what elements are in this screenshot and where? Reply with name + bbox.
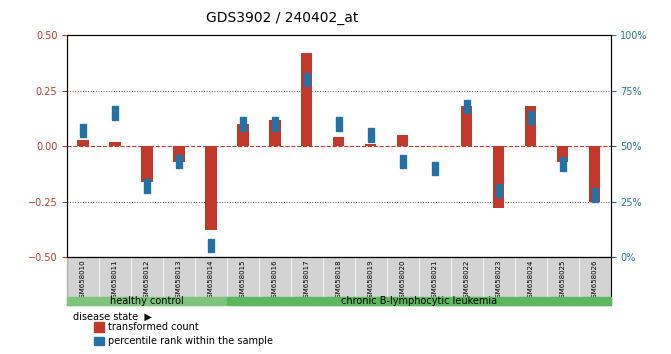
Text: GSM658018: GSM658018 (336, 259, 342, 302)
Bar (368, 129, 374, 142)
Text: GSM658019: GSM658019 (368, 259, 374, 302)
Bar (173, 146, 185, 162)
Text: GDS3902 / 240402_at: GDS3902 / 240402_at (205, 11, 358, 25)
Bar (355, 257, 386, 306)
Bar (419, 257, 451, 306)
Text: healthy control: healthy control (110, 296, 184, 306)
Bar (240, 118, 246, 131)
Bar (67, 257, 99, 306)
Bar (323, 257, 355, 306)
Bar (142, 146, 152, 182)
Text: GSM658026: GSM658026 (592, 259, 598, 302)
Bar (432, 162, 437, 175)
Text: chronic B-lymphocytic leukemia: chronic B-lymphocytic leukemia (341, 296, 497, 306)
Text: percentile rank within the sample: percentile rank within the sample (108, 336, 273, 346)
Bar (94, 322, 104, 332)
Bar (163, 257, 195, 306)
Bar (259, 257, 291, 306)
Text: GSM658020: GSM658020 (400, 259, 406, 302)
Bar (304, 73, 310, 86)
Bar (227, 257, 259, 306)
Text: GSM658025: GSM658025 (560, 259, 566, 302)
Bar (333, 137, 344, 146)
Text: GSM658023: GSM658023 (496, 259, 502, 302)
Bar (592, 188, 597, 201)
Text: GSM658011: GSM658011 (112, 259, 118, 302)
Bar (365, 144, 376, 146)
Bar (578, 257, 611, 306)
Bar (496, 184, 502, 197)
Text: disease state  ▶: disease state ▶ (72, 312, 152, 322)
Bar (67, 297, 227, 306)
Bar (291, 257, 323, 306)
Bar (386, 257, 419, 306)
Bar (557, 146, 568, 162)
Bar (515, 257, 547, 306)
Bar (451, 257, 482, 306)
Bar (131, 257, 163, 306)
Bar (397, 135, 409, 146)
Bar (269, 120, 280, 146)
Text: transformed count: transformed count (108, 322, 199, 332)
Bar (528, 111, 533, 124)
Bar (400, 155, 406, 168)
Bar (589, 146, 601, 201)
Bar (144, 179, 150, 193)
Bar (464, 99, 470, 113)
Text: GSM658017: GSM658017 (304, 259, 310, 302)
Bar (301, 53, 313, 146)
Bar (238, 124, 248, 146)
Bar (525, 106, 536, 146)
Bar (482, 257, 515, 306)
Bar (94, 337, 104, 345)
Bar (560, 157, 566, 171)
Bar (81, 124, 86, 137)
Bar (112, 106, 118, 120)
Text: GSM658022: GSM658022 (464, 259, 470, 302)
Bar (547, 257, 578, 306)
Bar (493, 146, 505, 208)
Text: GSM658016: GSM658016 (272, 259, 278, 302)
Bar (461, 106, 472, 146)
Text: GSM658021: GSM658021 (431, 259, 437, 302)
Bar (77, 139, 89, 146)
Bar (176, 155, 182, 168)
Text: GSM658015: GSM658015 (240, 259, 246, 302)
Text: GSM658013: GSM658013 (176, 259, 182, 302)
Text: GSM658014: GSM658014 (208, 259, 214, 302)
Bar (227, 297, 611, 306)
Text: GSM658024: GSM658024 (527, 259, 533, 302)
Text: GSM658012: GSM658012 (144, 259, 150, 302)
Bar (195, 257, 227, 306)
Text: GSM658010: GSM658010 (80, 259, 86, 302)
Bar (272, 118, 278, 131)
Bar (205, 146, 217, 230)
Bar (109, 142, 121, 146)
Bar (336, 118, 342, 131)
Bar (99, 257, 131, 306)
Bar (208, 239, 214, 252)
